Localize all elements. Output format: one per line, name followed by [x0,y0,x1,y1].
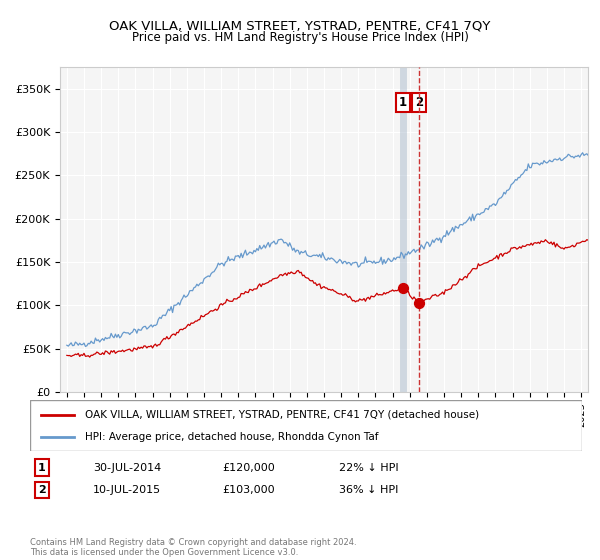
Text: £120,000: £120,000 [222,463,275,473]
Text: Contains HM Land Registry data © Crown copyright and database right 2024.
This d: Contains HM Land Registry data © Crown c… [30,538,356,557]
Text: 30-JUL-2014: 30-JUL-2014 [93,463,161,473]
Text: OAK VILLA, WILLIAM STREET, YSTRAD, PENTRE, CF41 7QY: OAK VILLA, WILLIAM STREET, YSTRAD, PENTR… [109,20,491,32]
Text: 2: 2 [415,96,423,109]
Point [398,283,407,292]
FancyBboxPatch shape [30,400,582,451]
Text: 2: 2 [38,485,46,495]
Text: HPI: Average price, detached house, Rhondda Cynon Taf: HPI: Average price, detached house, Rhon… [85,432,379,442]
Text: 10-JUL-2015: 10-JUL-2015 [93,485,161,495]
Text: Price paid vs. HM Land Registry's House Price Index (HPI): Price paid vs. HM Land Registry's House … [131,31,469,44]
Point [414,298,424,307]
Text: 36% ↓ HPI: 36% ↓ HPI [339,485,398,495]
Text: 1: 1 [38,463,46,473]
Text: £103,000: £103,000 [222,485,275,495]
Text: 22% ↓ HPI: 22% ↓ HPI [339,463,398,473]
Text: OAK VILLA, WILLIAM STREET, YSTRAD, PENTRE, CF41 7QY (detached house): OAK VILLA, WILLIAM STREET, YSTRAD, PENTR… [85,409,479,419]
Text: 1: 1 [398,96,407,109]
